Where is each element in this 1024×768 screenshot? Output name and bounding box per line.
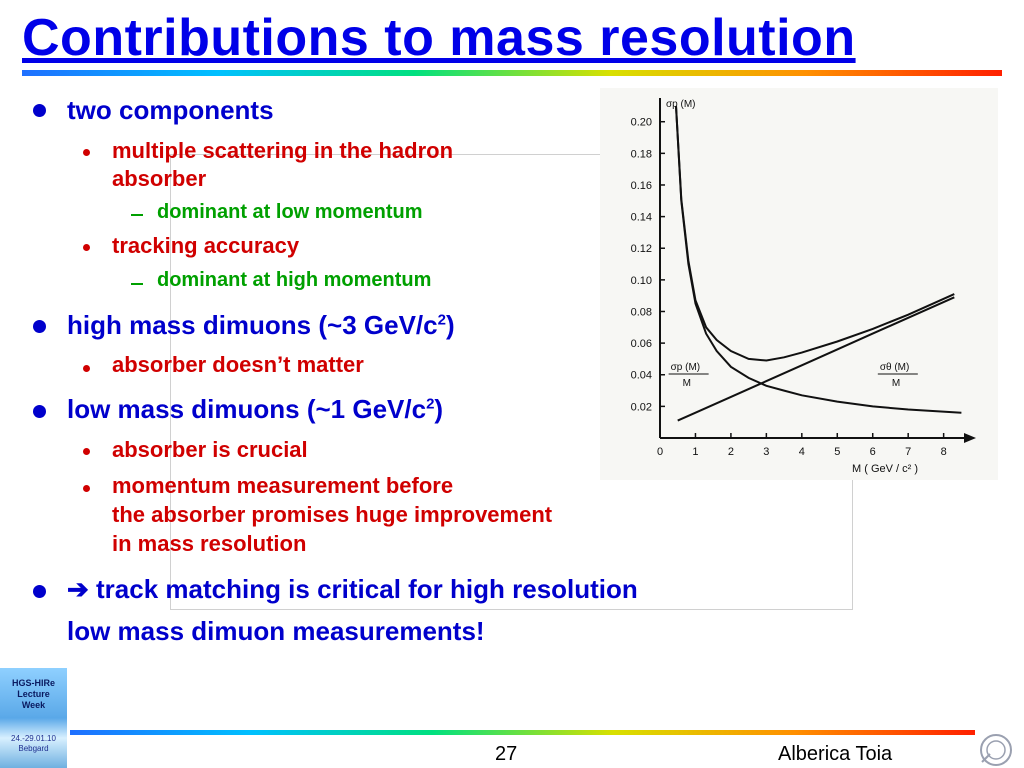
page-number: 27	[495, 743, 518, 765]
bullet-absorber-doesnt-matter: absorber doesn’t matter	[112, 352, 364, 377]
bullet-momentum-measurement-cont1: the absorber promises huge improvement	[112, 502, 553, 527]
x-tick-label: 1	[692, 446, 698, 458]
bullet-dot	[83, 365, 90, 372]
x-tick-label: 4	[799, 446, 805, 458]
y-tick-label: 0.16	[631, 180, 652, 192]
y-tick-label: 0.10	[631, 275, 652, 287]
bullet-dot	[83, 244, 90, 251]
title-underline-rainbow	[22, 70, 1002, 76]
footer-rainbow-line	[70, 730, 975, 735]
bullet-dot	[83, 448, 90, 455]
x-tick-label: 7	[905, 446, 911, 458]
annotation-sigma-theta-label: σθ (M)	[880, 362, 910, 373]
bullet-high-mass: high mass dimuons (~3 GeV/c2)	[67, 310, 455, 340]
logo-date: 24.-29.01.10 Bebgard	[11, 734, 56, 753]
y-tick-label: 0.12	[631, 243, 652, 255]
series-line-2	[675, 105, 955, 362]
bullet-tracking-accuracy: tracking accuracy	[112, 233, 300, 258]
y-tick-label: 0.06	[631, 338, 652, 350]
chart-svg: 0 1 2 3 4 5 6 7 8 0.02 0.04 0.06 0.08 0.10 0.12 0.14 0.1…	[600, 88, 998, 480]
bullet-dominant-high: dominant at high momentum	[157, 269, 432, 291]
y-tick-label: 0.18	[631, 148, 652, 160]
x-axis-arrow	[964, 433, 976, 443]
page-title: Contributions to mass resolution	[22, 9, 856, 67]
bullet-dash	[131, 214, 143, 216]
annotation-sigma-theta-denominator: M	[892, 378, 900, 389]
bullet-dot	[83, 485, 90, 492]
bullet-low-mass: low mass dimuons (~1 GeV/c2)	[67, 394, 444, 424]
bullet-dot	[33, 405, 46, 418]
cern-logo-icon	[980, 734, 1012, 766]
x-tick-label: 3	[763, 446, 769, 458]
bullet-momentum-measurement: momentum measurement before	[112, 473, 454, 498]
annotation-sigma-p-denominator: M	[683, 378, 691, 389]
bullet-momentum-measurement-cont2: in mass resolution	[112, 531, 307, 556]
mass-resolution-chart: 0 1 2 3 4 5 6 7 8 0.02 0.04 0.06 0.08 0.10 0.12 0.14 0.1…	[600, 88, 998, 480]
bullet-multiple-scattering: multiple scattering in the hadron	[112, 138, 454, 163]
x-tick-label: 8	[941, 446, 947, 458]
annotation-sigma-p: σp (M) M	[668, 362, 709, 389]
bullet-dot	[33, 585, 46, 598]
annotation-sigma-p-label: σp (M)	[671, 362, 701, 373]
lecture-week-logo: HGS-HIRe Lecture Week 24.-29.01.10 Bebga…	[0, 668, 67, 768]
bullet-two-components: two components	[67, 95, 274, 125]
annotation-sigma-theta: σθ (M) M	[877, 362, 918, 389]
x-tick-label: 5	[834, 446, 840, 458]
bullet-track-matching: ➔ track matching is critical for high re…	[67, 574, 638, 604]
bullet-dash	[131, 283, 143, 285]
bullet-dot	[83, 149, 90, 156]
bullet-dominant-low: dominant at low momentum	[157, 201, 423, 223]
y-tick-label: 0.08	[631, 306, 652, 318]
y-axis-label-numerator: σp (M)	[666, 99, 696, 110]
x-tick-label: 0	[657, 446, 663, 458]
chart-background	[600, 88, 998, 480]
bullet-dot	[33, 104, 46, 117]
author-name: Alberica Toia	[778, 743, 893, 765]
x-tick-label: 6	[870, 446, 876, 458]
y-tick-label: 0.20	[631, 117, 652, 129]
bullet-absorber-crucial: absorber is crucial	[112, 437, 308, 462]
bullet-dot	[33, 320, 46, 333]
bullet-track-matching-cont: low mass dimuon measurements!	[67, 616, 485, 646]
x-tick-label: 2	[728, 446, 734, 458]
logo-text: HGS-HIRe Lecture Week	[11, 678, 55, 710]
series-line-1	[677, 296, 955, 422]
bullet-multiple-scattering-cont: absorber	[112, 166, 207, 191]
x-axis-label: M ( GeV / c² )	[852, 463, 918, 475]
y-tick-label: 0.02	[631, 401, 652, 413]
y-tick-label: 0.14	[631, 212, 652, 224]
y-tick-label: 0.04	[631, 370, 652, 382]
